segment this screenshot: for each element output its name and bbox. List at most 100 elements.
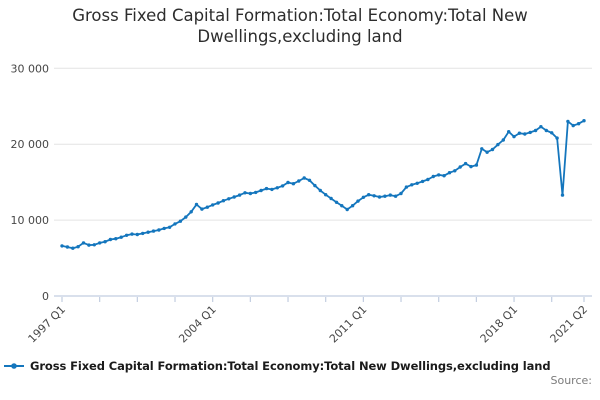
x-axis-tick-label: 2021 Q2 [548,303,591,346]
data-point [507,130,511,134]
data-point [420,179,425,184]
data-point [410,183,414,187]
data-point [485,150,489,154]
data-point [345,207,349,212]
data-point [157,228,161,232]
data-point [259,188,263,193]
legend-label: Gross Fixed Capital Formation:Total Econ… [30,359,551,373]
data-point [469,164,473,169]
data-point [178,219,183,223]
data-point [124,233,129,237]
data-point [533,128,538,133]
data-point [162,226,166,231]
data-point [135,232,139,237]
x-axis-tick-label: 2018 Q1 [478,303,521,346]
data-point [474,163,479,167]
chart-title: Gross Fixed Capital Formation:Total Econ… [0,5,600,47]
data-point [582,119,586,123]
data-point [544,128,548,133]
data-point [453,169,457,173]
data-point [141,231,145,236]
chart-title-line2: Dwellings,excluding land [197,27,403,46]
data-point [372,194,376,198]
data-point [216,201,220,205]
data-point [539,125,543,129]
data-point [576,122,581,126]
data-point [114,237,118,241]
data-point [377,195,382,199]
data-point [194,202,199,207]
data-point [184,215,188,219]
data-point [200,207,204,211]
data-point [254,190,258,195]
data-point [146,230,150,234]
data-point [243,191,247,195]
data-point [87,243,91,247]
data-point [286,180,290,185]
legend: Gross Fixed Capital Formation:Total Econ… [3,359,551,373]
chart-title-line1: Gross Fixed Capital Formation:Total Econ… [72,6,528,25]
data-point [329,196,333,201]
data-point [98,241,102,245]
data-point [130,232,134,236]
data-point [512,134,516,139]
data-point [334,200,339,204]
data-point [65,245,70,249]
data-point [350,204,355,208]
data-point [264,186,269,191]
data-point [571,123,575,128]
data-point [280,184,285,188]
data-point [205,205,209,209]
data-point [356,199,360,203]
y-axis-tick-label: 30 000 [11,62,50,75]
data-point [237,193,242,197]
data-point [324,193,328,197]
data-point [275,186,279,190]
data-point [167,225,172,229]
data-line [61,119,585,250]
data-point [318,188,322,193]
data-point [501,138,505,142]
data-point [399,191,403,196]
data-point [81,241,86,245]
data-point [388,193,392,197]
y-axis-tick-label: 0 [42,290,49,303]
data-point [313,183,317,188]
data-point [71,246,75,250]
data-point [550,131,554,135]
data-point [151,229,156,233]
data-point [426,177,430,182]
data-point [248,191,253,196]
data-point [490,147,495,152]
data-point [393,194,398,198]
data-point [211,203,215,207]
data-point [442,174,446,178]
data-point [528,130,532,135]
x-axis-tick-label: 1997 Q1 [26,303,69,346]
x-axis-tick-label: 2004 Q1 [176,303,219,346]
data-point [302,176,306,180]
data-point [119,235,123,239]
data-point [463,161,468,166]
data-point [431,174,435,179]
data-point [227,197,231,201]
data-point [555,136,559,140]
x-axis-tick-label: 2011 Q1 [327,303,370,346]
data-point [496,142,500,147]
data-point [367,193,371,197]
data-point [480,147,484,151]
data-point [221,199,226,203]
data-point [566,119,570,124]
data-point [383,194,387,198]
data-point [270,187,274,192]
data-point [92,243,97,247]
data-point [60,244,64,248]
data-point [173,222,177,226]
legend-line-marker-icon [4,363,24,369]
source-label: Source: [550,374,593,387]
data-point [523,132,527,136]
data-point [361,195,366,199]
data-point [189,210,193,214]
y-axis-tick-label: 10 000 [11,214,50,227]
